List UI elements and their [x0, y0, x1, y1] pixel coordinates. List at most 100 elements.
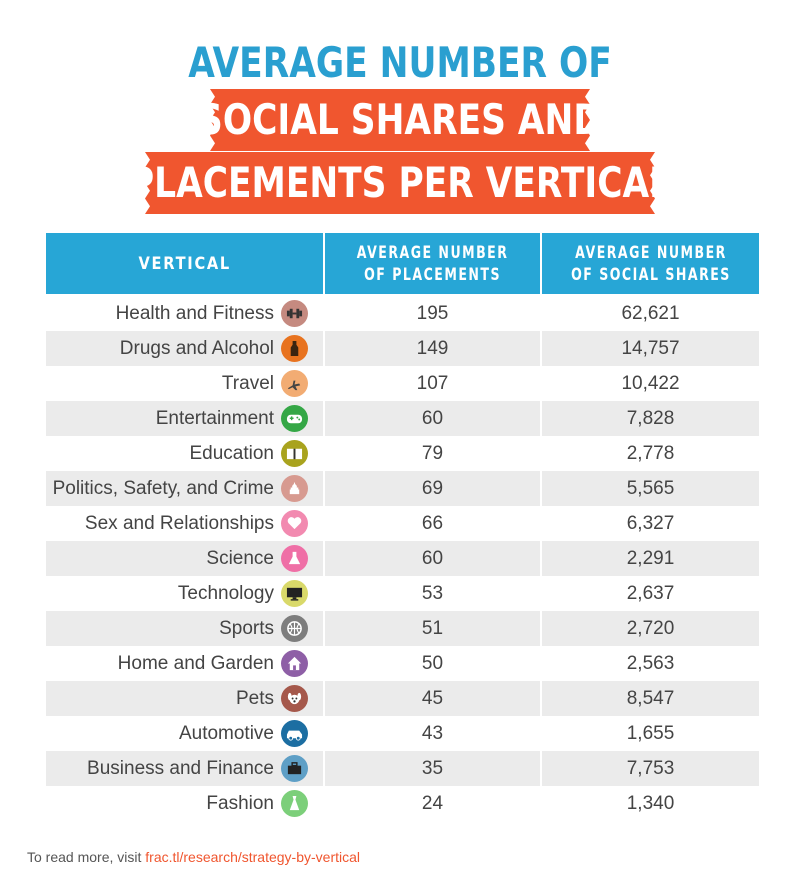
placements-value: 60 [421, 548, 444, 569]
table-header: VERTICAL AVERAGE NUMBER OF PLACEMENTS AV… [46, 233, 759, 294]
monitor-icon [281, 580, 308, 607]
shares-value: 8,547 [626, 688, 675, 709]
shares-value: 1,340 [626, 793, 675, 814]
table-row: Automotive 43 1,655 [46, 716, 759, 751]
header-vertical: VERTICAL [46, 233, 323, 294]
title-line-1: AVERAGE NUMBER OF [188, 38, 612, 87]
placements-value: 149 [416, 338, 449, 359]
house-icon [281, 650, 308, 677]
shares-value: 2,778 [626, 443, 675, 464]
placements-value: 35 [421, 758, 444, 779]
header-vertical-label: VERTICAL [138, 253, 231, 274]
shares-value: 2,637 [626, 583, 675, 604]
gamepad-icon [281, 405, 308, 432]
row-background [325, 331, 540, 366]
row-background [325, 471, 540, 506]
header-shares: AVERAGE NUMBER OF SOCIAL SHARES [542, 233, 759, 294]
heart-icon [281, 510, 308, 537]
table-row: Science 60 2,291 [46, 541, 759, 576]
row-background [542, 611, 759, 646]
row-background [46, 681, 323, 716]
airplane-icon [281, 370, 308, 397]
row-background [46, 401, 323, 436]
table-row: Fashion 24 1,340 [46, 786, 759, 821]
shares-value: 2,563 [626, 653, 675, 674]
table-row: Entertainment 60 7,828 [46, 401, 759, 436]
shares-value: 7,828 [626, 408, 675, 429]
header-shares-label: AVERAGE NUMBER OF SOCIAL SHARES [558, 242, 744, 286]
vertical-name: Entertainment [155, 408, 274, 429]
placements-value: 69 [421, 478, 444, 499]
placements-value: 107 [416, 373, 449, 394]
banner-ribbon [210, 89, 590, 151]
vertical-name: Education [189, 443, 274, 464]
table-row: Drugs and Alcohol 149 14,757 [46, 331, 759, 366]
row-background [542, 401, 759, 436]
vertical-name: Travel [221, 373, 274, 394]
banner-ribbon [145, 152, 655, 214]
header-placements: AVERAGE NUMBER OF PLACEMENTS [325, 233, 540, 294]
row-background [46, 331, 323, 366]
placements-value: 51 [421, 618, 444, 639]
table-row: Sports 51 2,720 [46, 611, 759, 646]
header-shares-line1: AVERAGE NUMBER [574, 242, 727, 263]
placements-value: 79 [421, 443, 444, 464]
shares-value: 2,720 [626, 618, 675, 639]
row-background [325, 681, 540, 716]
car-icon [281, 720, 308, 747]
shares-value: 10,422 [621, 373, 680, 394]
row-background [46, 611, 323, 646]
header-placements-line1: AVERAGE NUMBER [356, 242, 509, 263]
footer-note: To read more, visit frac.tl/research/str… [27, 849, 360, 865]
shares-value: 14,757 [621, 338, 680, 359]
placements-value: 53 [421, 583, 444, 604]
header-placements-label: AVERAGE NUMBER OF PLACEMENTS [344, 242, 520, 286]
row-background [46, 541, 323, 576]
shares-value: 5,565 [626, 478, 675, 499]
placements-value: 50 [421, 653, 444, 674]
table-row: Home and Garden 50 2,563 [46, 646, 759, 681]
vertical-name: Health and Fitness [115, 303, 274, 324]
row-background [46, 471, 323, 506]
shares-value: 2,291 [626, 548, 675, 569]
table-row: Politics, Safety, and Crime 69 5,565 [46, 471, 759, 506]
row-background [325, 541, 540, 576]
placements-value: 45 [421, 688, 444, 709]
ball-icon [281, 615, 308, 642]
briefcase-icon [281, 755, 308, 782]
vertical-name: Politics, Safety, and Crime [52, 478, 274, 499]
row-background [325, 401, 540, 436]
header-shares-line2: OF SOCIAL SHARES [570, 264, 731, 285]
placements-value: 24 [421, 793, 444, 814]
shares-value: 1,655 [626, 723, 675, 744]
dog-icon [281, 685, 308, 712]
flask-icon [281, 545, 308, 572]
row-background [325, 751, 540, 786]
row-background [542, 751, 759, 786]
title-banner-1: SOCIAL SHARES AND [0, 89, 800, 151]
header-placements-line2: OF PLACEMENTS [364, 264, 501, 285]
dumbbell-icon [281, 300, 308, 327]
table-row: Business and Finance 35 7,753 [46, 751, 759, 786]
vertical-name: Drugs and Alcohol [119, 338, 274, 359]
placements-value: 60 [421, 408, 444, 429]
book-icon [281, 440, 308, 467]
vertical-name: Business and Finance [87, 758, 274, 779]
row-background [542, 331, 759, 366]
vertical-name: Sports [219, 618, 274, 639]
shares-value: 6,327 [626, 513, 675, 534]
placements-value: 43 [421, 723, 444, 744]
table-row: Sex and Relationships 66 6,327 [46, 506, 759, 541]
vertical-name: Automotive [178, 723, 274, 744]
vertical-name: Pets [235, 688, 274, 709]
shares-value: 7,753 [626, 758, 675, 779]
footer-prefix: To read more, visit [27, 849, 146, 865]
dress-icon [281, 790, 308, 817]
table-row: Education 79 2,778 [46, 436, 759, 471]
footer-link[interactable]: frac.tl/research/strategy-by-vertical [145, 849, 360, 865]
bottle-icon [281, 335, 308, 362]
title-line-2: SOCIAL SHARES AND [198, 95, 602, 144]
title-line-3: PLACEMENTS PER VERTICAL [128, 158, 672, 207]
row-background [542, 541, 759, 576]
title-banner-2: PLACEMENTS PER VERTICAL [0, 152, 800, 214]
